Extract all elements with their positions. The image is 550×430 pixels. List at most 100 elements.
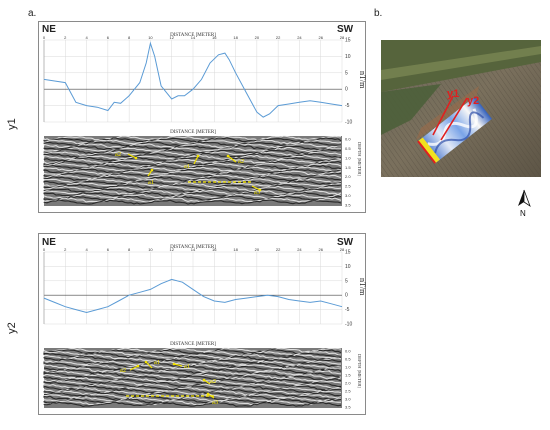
annotation-arrowhead — [150, 168, 154, 172]
depth-tick-label: 2.5 — [345, 389, 351, 394]
dir-sw-y2: SW — [337, 237, 354, 248]
x-tick-label: 22 — [276, 35, 281, 40]
mag-title: DISTANCE [METER] — [170, 33, 216, 38]
annotation-label: a1 — [148, 179, 154, 186]
x-tick-label: 6 — [107, 247, 110, 252]
y-tick-label: 15 — [345, 38, 351, 44]
annotation-arrowhead — [202, 378, 206, 382]
depth-tick-label: 0.5 — [345, 146, 351, 151]
magnetic-profile-y1: DISTANCE [METER]0 2 4 6 8 10 12 14 16 18 20 22 24 26 2… — [43, 33, 367, 126]
reflection-trace — [43, 348, 342, 355]
x-tick-label: 18 — [233, 35, 238, 40]
reflection-trace — [43, 197, 342, 203]
x-tick-label: 14 — [191, 247, 196, 252]
reflection-trace — [43, 360, 341, 366]
x-tick-label: 26 — [318, 247, 323, 252]
reflection-trace — [43, 184, 342, 190]
x-tick-label: 18 — [233, 247, 238, 252]
gpr-title: DISTANCE [METER] — [170, 130, 216, 135]
annotation-label: a1 — [154, 359, 160, 366]
reflection-trace — [43, 195, 342, 201]
depth-tick-label: 2.0 — [345, 174, 351, 179]
north-arrow-icon: N — [514, 188, 534, 218]
reflection-trace — [43, 386, 342, 393]
magnetic-gradient-line — [43, 278, 343, 314]
reflection-trace — [43, 368, 342, 374]
y-axis-unit: nT/m — [358, 278, 367, 296]
aerial-photo: y1 y2 — [381, 40, 541, 177]
annotation-label: a1 — [184, 363, 190, 370]
map-label-y2: y2 — [467, 95, 479, 107]
annotation-arrow — [251, 185, 261, 191]
gpr-radargram-y2: DISTANCE [METER] 0.0 0.5 1.0 1.5 2.0 2.5 3.0 3.5… — [43, 342, 362, 410]
reflection-trace — [43, 193, 342, 199]
x-tick-label: 10 — [148, 35, 153, 40]
annotation-arrowhead — [206, 392, 210, 396]
x-tick-label: 26 — [318, 35, 323, 40]
reflection-trace — [43, 148, 342, 155]
annotation-label: a2 — [115, 151, 121, 158]
x-tick-label: 10 — [148, 247, 153, 252]
y-tick-label: 10 — [345, 54, 351, 60]
annotation-label: a2 — [238, 158, 244, 165]
y-tick-label: 15 — [345, 250, 351, 256]
reflection-trace — [43, 401, 342, 407]
annotation-arrowhead — [134, 156, 138, 160]
depth-tick-label: 3.5 — [345, 203, 351, 208]
x-tick-label: 0 — [43, 247, 46, 252]
reflection-trace — [43, 154, 342, 161]
gpr-radargram-y1: DISTANCE [METER] 0.0 0.5 1.0 1.5 2.0 2.5 3.0 3.5… — [43, 130, 362, 208]
gpr-title: DISTANCE [METER] — [170, 342, 216, 347]
x-tick-label: 22 — [276, 247, 281, 252]
reflection-trace — [43, 168, 342, 174]
reflection-trace — [43, 160, 342, 166]
x-tick-label: 4 — [85, 247, 88, 252]
annotation-arrow — [127, 153, 137, 159]
reflection-trace — [43, 358, 341, 365]
y-tick-label: -5 — [345, 103, 350, 109]
x-tick-label: 28 — [340, 247, 345, 252]
reflection-trace — [43, 156, 342, 162]
depth-tick-label: 2.0 — [345, 381, 351, 386]
y-tick-label: -5 — [345, 307, 350, 313]
x-tick-label: 16 — [212, 247, 217, 252]
x-tick-label: 2 — [64, 247, 67, 252]
reflection-trace — [43, 357, 342, 363]
x-tick-label: 8 — [128, 35, 131, 40]
y-tick-label: 0 — [345, 293, 348, 299]
x-tick-label: 12 — [169, 247, 174, 252]
depth-tick-label: 1.5 — [345, 373, 351, 378]
annotation-label: a3 — [212, 399, 218, 406]
annotation-arrowhead — [196, 154, 200, 158]
reflection-trace — [43, 146, 342, 153]
radargram-reflections — [43, 347, 342, 407]
reflection-trace — [43, 390, 342, 396]
reflection-trace — [43, 145, 341, 151]
depth-tick-label: 1.0 — [345, 155, 351, 160]
x-tick-label: 12 — [169, 35, 174, 40]
reflection-trace — [43, 396, 341, 403]
map-label-y1: y1 — [447, 88, 459, 100]
reflection-trace — [43, 170, 342, 176]
panel-a-label: a. — [28, 8, 37, 19]
annotation-arrowhead — [226, 154, 230, 158]
x-tick-label: 20 — [255, 35, 260, 40]
annotation-arrow — [145, 361, 153, 369]
y-tick-label: 5 — [345, 278, 348, 284]
reflection-trace — [43, 158, 342, 164]
mag-title: DISTANCE [METER] — [170, 245, 216, 250]
depth-tick-label: 3.0 — [345, 397, 351, 402]
depth-tick-label: 1.5 — [345, 165, 351, 170]
x-tick-label: 0 — [43, 35, 46, 40]
y-axis-unit: nT/m — [358, 71, 367, 89]
reflection-trace — [43, 355, 342, 361]
reflection-trace — [43, 378, 342, 384]
reflection-trace — [43, 376, 342, 383]
x-tick-label: 24 — [297, 247, 302, 252]
depth-axis-label: DEPTH [METER] — [357, 354, 362, 388]
annotation-arrow — [193, 155, 199, 165]
reflection-trace — [43, 172, 342, 178]
north-label: N — [520, 209, 526, 218]
x-tick-label: 28 — [340, 35, 345, 40]
x-tick-label: 24 — [297, 35, 302, 40]
